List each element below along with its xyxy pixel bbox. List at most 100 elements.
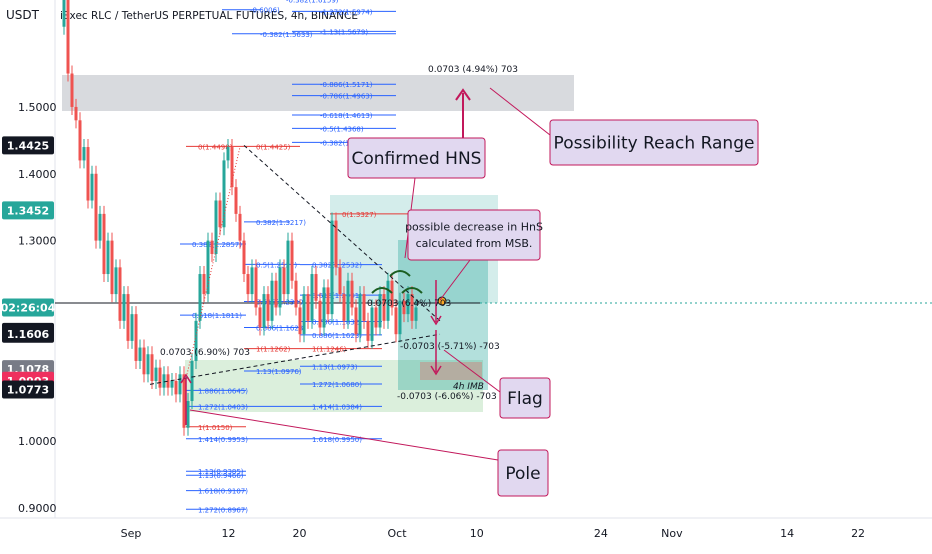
fib-level-label: 1(1.1246) [312, 346, 347, 354]
fib-level-label: 0.5(1.2537) [256, 261, 297, 269]
candle-body [178, 374, 182, 395]
fib-level-label: 1(1.0150) [198, 424, 233, 432]
candle-body [190, 360, 194, 402]
flag-callout-text: Flag [507, 389, 543, 409]
x-tick-label: 20 [292, 527, 306, 540]
candle-body [274, 280, 278, 308]
y-tick-label: 1.5000 [18, 101, 57, 114]
x-tick-label: 14 [780, 527, 794, 540]
candle-body [218, 200, 222, 228]
candle-body [254, 267, 258, 308]
fib-level-label: 0.382(1.3217) [256, 219, 306, 227]
fib-level-label: 1(1.1262) [256, 346, 291, 354]
candle-body [354, 307, 358, 335]
candle-body [366, 320, 370, 341]
candle-body [374, 307, 378, 328]
candle-body [158, 367, 162, 388]
candle-body [70, 73, 74, 107]
candle-body [402, 300, 406, 315]
x-tick-label: 12 [222, 527, 236, 540]
price-badge-text: 02:26:04 [1, 301, 56, 314]
measurement-label: -0.0703 (-6.06%) -703 [397, 392, 497, 402]
fib-level-label: -1.272(1.5974) [320, 8, 373, 16]
fib-level-label: 1.618(0.9950) [312, 436, 362, 444]
price-badge-text: 1.3452 [7, 204, 49, 217]
head-arc [389, 270, 411, 277]
candle-body [118, 267, 122, 321]
candle-body [186, 401, 190, 428]
candle-body [138, 347, 142, 361]
fib-level-label: 1.13(1.0973) [312, 363, 358, 371]
candle-body [182, 374, 186, 428]
candle-body [122, 294, 126, 321]
candle-body [94, 173, 98, 241]
fib-level-label: 1.272(1.0680) [312, 381, 362, 389]
x-tick-label: 24 [594, 527, 608, 540]
candle-body [134, 314, 138, 361]
candle-body [174, 380, 178, 395]
price-badge [2, 324, 54, 343]
candle-body [326, 287, 330, 315]
possible-decrease-callout[interactable] [407, 209, 541, 261]
fib-level-label: 1.414(0.9953) [198, 436, 248, 444]
fib-level-label: -1.13(1.5679) [320, 28, 368, 36]
candle-body [246, 274, 250, 295]
price-badge-text: 1.4425 [7, 139, 49, 152]
candle-body [98, 213, 102, 241]
right-shoulder-arc [401, 287, 423, 294]
y-tick-label: 1.3000 [18, 235, 57, 248]
candle-body [330, 220, 334, 315]
fib-level-label: 0.786(1.1832) [312, 318, 362, 326]
candle-body [338, 267, 342, 295]
candle-body [74, 106, 78, 121]
candle-body [250, 267, 254, 295]
candle-body [202, 274, 206, 295]
candle-body [66, 0, 70, 74]
fib-level-label: 1.272(0.8967) [198, 506, 248, 514]
candle-body [302, 294, 306, 335]
candle-body [230, 147, 234, 188]
fib-level-label: 1.272(1.0403) [198, 403, 248, 411]
trendlines [149, 88, 471, 425]
candle-body [322, 287, 326, 328]
candle-body [370, 307, 374, 341]
possibility-reach-callout-pointer [489, 87, 551, 136]
candle-body [334, 220, 338, 268]
fib-level-label: -0.786(1.4963) [320, 93, 373, 101]
x-tick-label: Nov [661, 527, 683, 540]
candle-body [154, 367, 158, 381]
candle-body [206, 240, 210, 295]
imb-label: 4h IMB [453, 382, 484, 392]
y-tick-label: 1.0000 [18, 435, 57, 448]
callouts[interactable]: Confirmed HNS Possibility Reach Range poss… [189, 87, 759, 497]
candle-body [170, 380, 174, 388]
candle-body [142, 347, 146, 375]
fib-level-label: 1.13(0.9385) [198, 468, 244, 476]
candle-body [78, 120, 82, 161]
candle-body [294, 280, 298, 308]
flag-callout[interactable] [499, 377, 551, 419]
candle-body [238, 213, 242, 241]
candle-body [398, 300, 402, 335]
fib-level-label: 1.618(0.9107) [198, 488, 248, 496]
measurement-label: 0.0703 (4.94%) 703 [428, 65, 518, 75]
target-arrowhead [455, 88, 471, 101]
measurements: 0.0703 (4.94%) 703 0.0703 (6.90%) 703 0.07… [160, 65, 518, 402]
possibility-reach-callout[interactable] [549, 119, 759, 166]
price-badge-text: 1.0773 [7, 383, 49, 396]
candle-body [146, 354, 150, 375]
candles [62, 0, 418, 436]
pole-callout[interactable] [497, 449, 549, 497]
pole-callout-pointer [189, 409, 499, 461]
candle-body [86, 147, 90, 201]
price-badge [2, 298, 54, 317]
x-tick-label: 22 [851, 527, 865, 540]
candle-body [214, 200, 218, 254]
confirmed-hns-callout[interactable] [347, 137, 486, 179]
fib-level-label: 0.886(1.1623) [312, 332, 362, 340]
candle-body [342, 294, 346, 321]
candle-body [106, 240, 110, 275]
candle-body [222, 160, 226, 228]
